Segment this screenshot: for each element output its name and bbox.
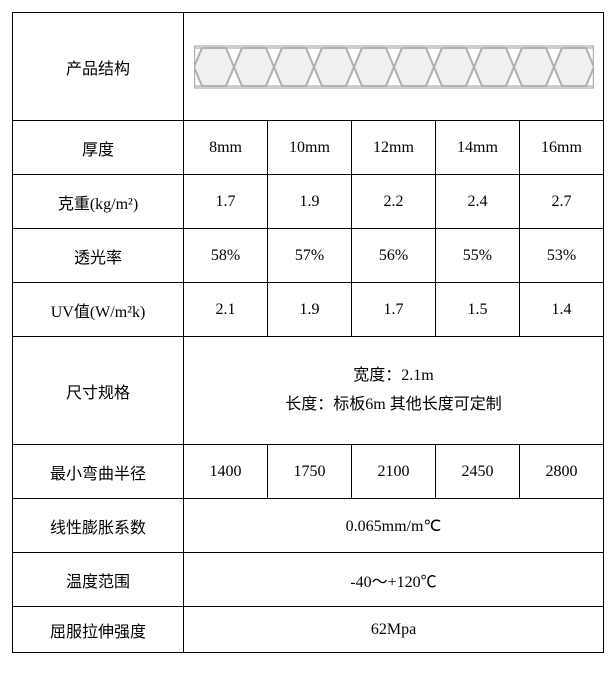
structure-diagram-cell [184,13,604,121]
label-structure: 产品结构 [13,13,184,121]
weight-2: 2.2 [351,175,435,229]
col-12mm: 12mm [351,121,435,175]
weight-3: 2.4 [435,175,519,229]
bend-3: 2450 [435,445,519,499]
col-8mm: 8mm [184,121,268,175]
uv-3: 1.5 [435,283,519,337]
label-weight: 克重(kg/m²) [13,175,184,229]
light-4: 53% [519,229,603,283]
label-temp: 温度范围 [13,553,184,607]
size-line2: 长度：标板6m 其他长度可定制 [184,391,603,420]
bend-0: 1400 [184,445,268,499]
col-14mm: 14mm [435,121,519,175]
weight-0: 1.7 [184,175,268,229]
col-16mm: 16mm [519,121,603,175]
bend-4: 2800 [519,445,603,499]
label-expansion: 线性膨胀系数 [13,499,184,553]
bend-2: 2100 [351,445,435,499]
uv-1: 1.9 [268,283,352,337]
label-thickness: 厚度 [13,121,184,175]
spec-table: 产品结构 厚度 8mm 10mm 12mm 14mm 16mm 克重(kg/m²… [12,12,604,653]
label-bend: 最小弯曲半径 [13,445,184,499]
weight-1: 1.9 [268,175,352,229]
uv-0: 2.1 [184,283,268,337]
honeycomb-icon [194,45,594,89]
uv-4: 1.4 [519,283,603,337]
bend-1: 1750 [268,445,352,499]
temp-value: -40～+120℃ [184,553,604,607]
label-tensile: 屈服拉伸强度 [13,607,184,653]
uv-2: 1.7 [351,283,435,337]
light-0: 58% [184,229,268,283]
tensile-value: 62Mpa [184,607,604,653]
label-uv: UV值(W/m²k) [13,283,184,337]
light-3: 55% [435,229,519,283]
size-value: 宽度：2.1m 长度：标板6m 其他长度可定制 [184,337,604,445]
size-line1: 宽度：2.1m [184,362,603,391]
label-light: 透光率 [13,229,184,283]
expansion-value: 0.065mm/m℃ [184,499,604,553]
col-10mm: 10mm [268,121,352,175]
label-size: 尺寸规格 [13,337,184,445]
light-2: 56% [351,229,435,283]
weight-4: 2.7 [519,175,603,229]
light-1: 57% [268,229,352,283]
